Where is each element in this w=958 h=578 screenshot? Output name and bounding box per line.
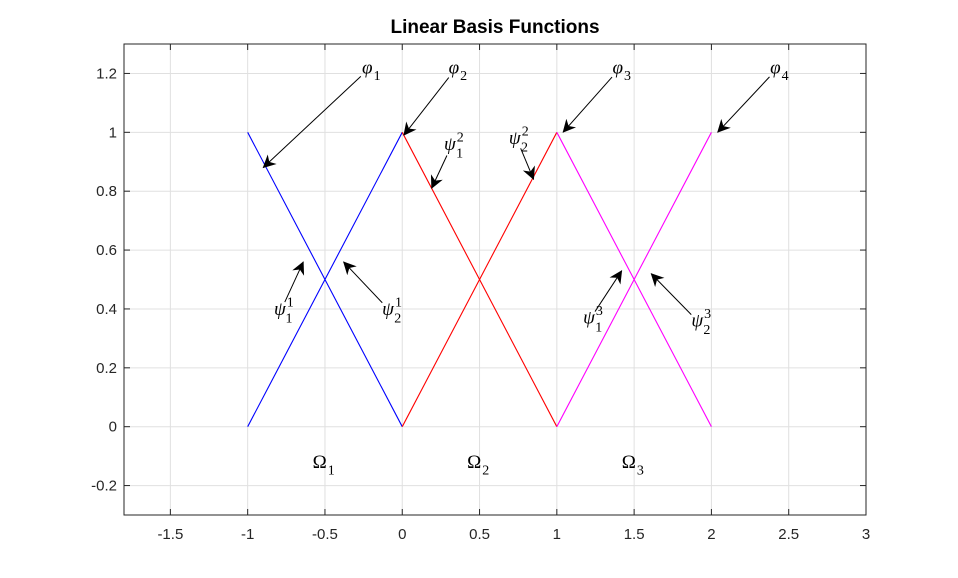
y-tick-label: 0.8 — [96, 183, 117, 200]
domain-label-1: Ω1 — [313, 452, 335, 479]
annotation-label-φ1: φ1 — [362, 57, 381, 84]
series-line — [401, 132, 558, 427]
annotation-label-ψ23: ψ3 2 — [691, 307, 711, 338]
domain-label-2: Ω2 — [467, 452, 489, 479]
y-tick-label: 0.6 — [96, 242, 117, 259]
annotation-label-ψ22: ψ2 2 — [509, 125, 529, 156]
annotation-arrow — [284, 261, 305, 303]
annotation-label-φ4: φ4 — [770, 57, 789, 84]
x-tick-label: 1.5 — [624, 526, 645, 543]
annotation-arrow — [520, 148, 535, 181]
y-tick-label: 0.4 — [96, 301, 117, 318]
x-tick-label: 1 — [553, 526, 561, 543]
chart-title: Linear Basis Functions — [390, 17, 599, 38]
annotation-arrow — [562, 76, 613, 133]
annotation-arrow — [403, 77, 450, 136]
annotation-label-ψ11: ψ1 1 — [274, 295, 294, 326]
y-tick-label: 0.2 — [96, 360, 117, 377]
x-tick-label: 3 — [862, 526, 870, 543]
annotation-label-ψ13: ψ3 1 — [583, 304, 603, 335]
x-tick-label: 0 — [398, 526, 406, 543]
annotation-label-φ2: φ2 — [449, 57, 468, 84]
domain-label-3: Ω3 — [622, 452, 644, 479]
x-tick-label: -0.5 — [312, 526, 338, 543]
annotation-arrow — [717, 76, 770, 133]
annotation-arrow — [650, 273, 692, 315]
annotation-arrow — [262, 75, 362, 169]
annotation-label-ψ12: ψ2 1 — [444, 130, 464, 161]
plot-area — [124, 44, 866, 515]
annotation-label-ψ21: ψ1 2 — [382, 295, 402, 326]
axes-box — [123, 43, 867, 516]
x-tick-label: 2.5 — [778, 526, 799, 543]
y-tick-label: 1.2 — [96, 65, 117, 82]
annotation-arrow — [430, 155, 448, 189]
series-line — [247, 132, 403, 427]
x-tick-label: 0.5 — [469, 526, 490, 543]
annotation-label-φ3: φ3 — [612, 57, 631, 84]
y-tick-label: -0.2 — [91, 478, 117, 495]
annotation-arrow — [594, 270, 623, 312]
y-tick-label: 0 — [109, 419, 117, 436]
x-tick-label: -1.5 — [157, 526, 183, 543]
x-tick-label: -1 — [241, 526, 254, 543]
annotation-arrow — [343, 261, 383, 304]
x-tick-label: 2 — [707, 526, 715, 543]
y-tick-label: 1 — [109, 124, 117, 141]
series-line — [556, 132, 712, 427]
